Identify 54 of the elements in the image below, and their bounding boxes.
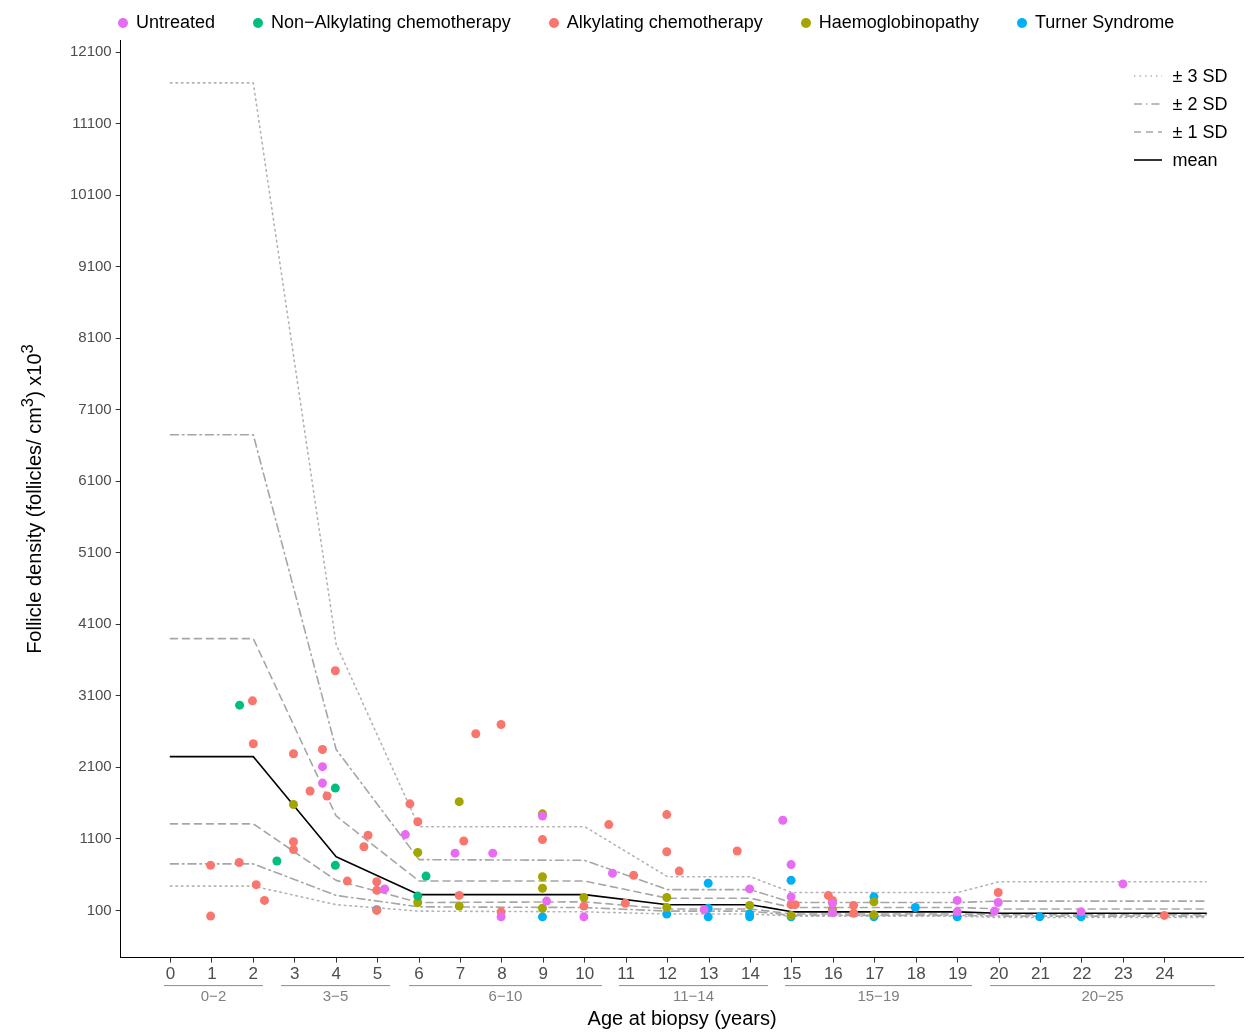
y-tick-label: 4100 [78, 614, 112, 632]
x-tick-label: 4 [331, 964, 341, 984]
x-tick-label: 15 [782, 964, 802, 984]
x-tick-label: 9 [538, 964, 549, 984]
x-tick-label: 20 [989, 964, 1009, 984]
y-tick-label: 100 [86, 900, 112, 918]
x-tick-label: 3 [289, 964, 300, 984]
y-tick-label: 11100 [72, 113, 112, 131]
x-tick-label: 13 [699, 964, 719, 984]
legend-label: mean [1172, 149, 1218, 171]
legend-label: Untreated [136, 12, 216, 33]
legend-label: Haemoglobinopathy [818, 12, 979, 33]
x-tick-label: 14 [741, 964, 760, 984]
legend-label: ± 3 SD [1172, 65, 1228, 87]
y-tick-label: 5100 [78, 542, 112, 560]
y-tick-label: 2100 [78, 757, 112, 775]
x-tick-label: 18 [906, 964, 926, 984]
x-tick-label: 22 [1072, 964, 1092, 984]
legend-label: Alkylating chemotherapy [566, 12, 763, 33]
x-tick-label: 2 [248, 964, 259, 984]
text: 20−25 [1081, 987, 1124, 1005]
text: 11−14 [672, 987, 715, 1005]
x-tick-label: 5 [372, 964, 383, 984]
x-tick-label: 12 [658, 964, 678, 984]
x-tick-label: 23 [1113, 964, 1133, 984]
y-tick-label: 6100 [78, 471, 112, 489]
y-tick-label: 8100 [78, 328, 112, 346]
text: 15−19 [857, 987, 900, 1005]
x-tick-label: 17 [865, 964, 885, 984]
x-tick-label: 16 [823, 964, 843, 984]
y-tick-label: 9100 [78, 256, 112, 274]
y-tick-label: 3100 [78, 685, 112, 703]
legend-label: Non−Alkylating chemotherapy [271, 12, 511, 33]
x-tick-label: 6 [414, 964, 424, 984]
x-tick-label: 10 [575, 964, 595, 984]
y-tick-label: 7100 [78, 399, 112, 417]
y-tick-label: 12100 [69, 42, 112, 60]
text: 0−2 [200, 987, 227, 1005]
y-tick-label: 1100 [79, 829, 112, 847]
x-tick-label: 1 [207, 964, 217, 984]
x-tick-label: 0 [165, 964, 176, 984]
x-tick-label: 7 [455, 964, 466, 984]
x-tick-label: 24 [1155, 964, 1175, 984]
legend-label: ± 1 SD [1172, 121, 1228, 143]
x-axis-title: Age at biopsy (years) [587, 1006, 777, 1029]
x-tick-label: 11 [617, 964, 635, 984]
y-tick-label: 10100 [69, 185, 112, 203]
text: 6−10 [488, 987, 523, 1005]
x-tick-label: 19 [948, 964, 968, 984]
legend-label: ± 2 SD [1172, 93, 1228, 115]
text: 3−5 [322, 987, 349, 1005]
legend-label: Turner Syndrome [1034, 12, 1175, 33]
x-tick-label: 21 [1031, 964, 1050, 984]
x-tick-label: 8 [497, 964, 507, 984]
